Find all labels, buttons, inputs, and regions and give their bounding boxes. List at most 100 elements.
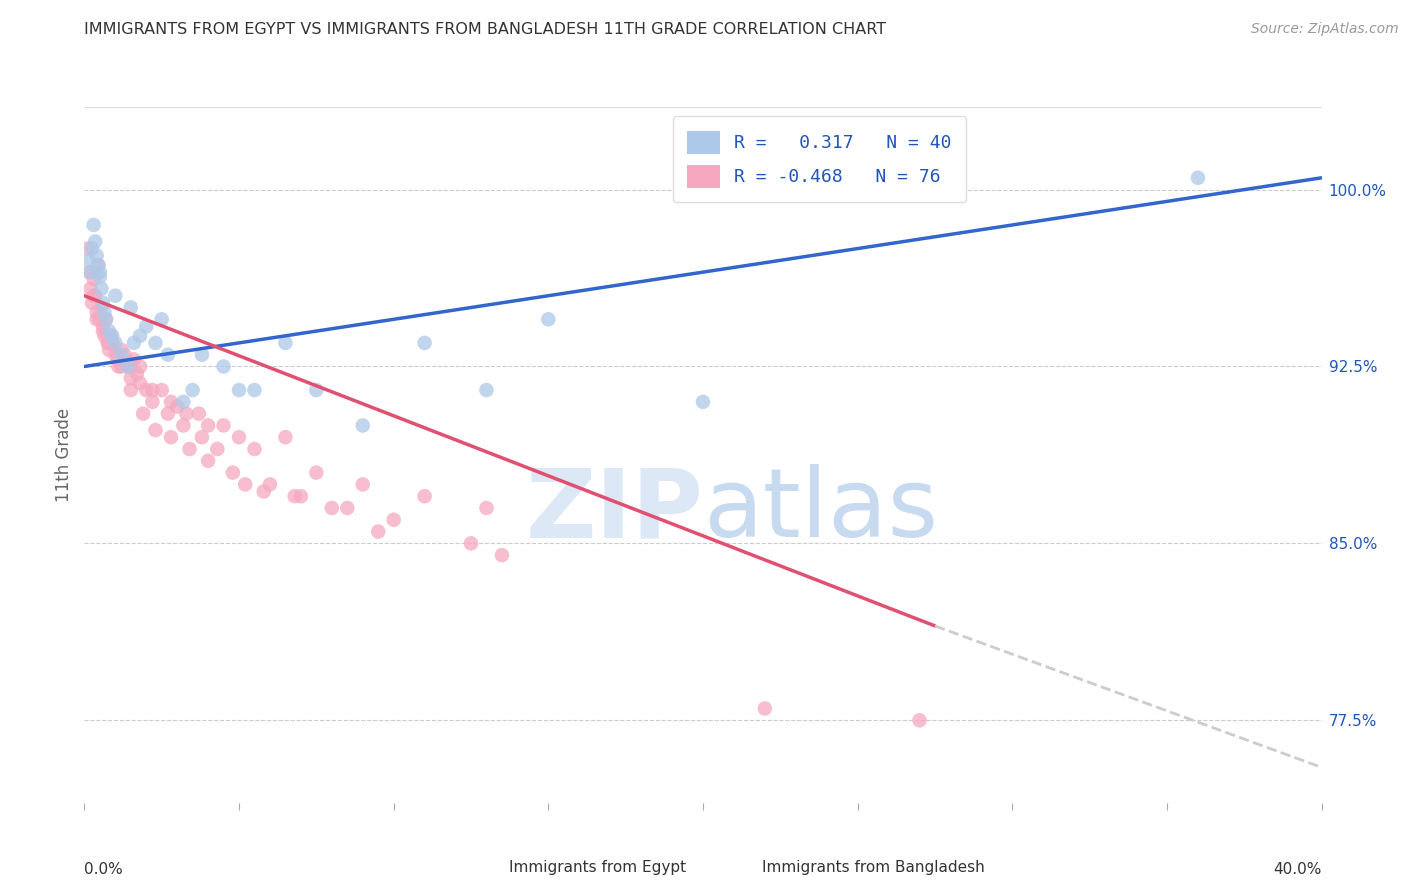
Point [233, 477, 256, 491]
Point [166, 400, 188, 414]
Point [692, 395, 714, 409]
Point [110, 348, 132, 362]
Point [172, 418, 194, 433]
Point [908, 713, 931, 727]
Point [89, 269, 111, 284]
Point [76, 242, 98, 256]
Point [94, 312, 117, 326]
Point [98, 324, 121, 338]
Point [91, 324, 114, 338]
Text: Immigrants from Bangladesh: Immigrants from Bangladesh [762, 861, 984, 875]
Point [135, 383, 157, 397]
Point [97, 335, 120, 350]
Y-axis label: 11th Grade: 11th Grade [55, 408, 73, 502]
Text: 0.0%: 0.0% [84, 863, 124, 877]
Point [122, 352, 145, 367]
Point [491, 548, 513, 562]
Point [141, 395, 163, 409]
Point [101, 335, 124, 350]
Point [145, 335, 167, 350]
Point [122, 335, 145, 350]
Point [212, 359, 235, 374]
Point [91, 319, 114, 334]
Point [191, 348, 214, 362]
Point [413, 335, 436, 350]
Point [207, 442, 229, 456]
Point [87, 258, 110, 272]
Point [91, 295, 114, 310]
Point [107, 352, 129, 367]
Point [104, 335, 127, 350]
Point [413, 489, 436, 503]
Point [160, 395, 183, 409]
Point [120, 371, 142, 385]
Point [110, 343, 132, 357]
Point [94, 312, 117, 326]
Point [83, 289, 105, 303]
Point [160, 430, 183, 444]
Point [84, 289, 107, 303]
Text: ZIP: ZIP [524, 464, 703, 558]
Point [141, 383, 163, 397]
Point [77, 265, 100, 279]
Point [228, 430, 250, 444]
Point [212, 418, 235, 433]
Point [104, 289, 127, 303]
Point [101, 328, 124, 343]
Point [82, 295, 104, 310]
Point [135, 319, 157, 334]
Point [129, 376, 152, 390]
Point [86, 312, 108, 326]
Legend: R =   0.317   N = 40, R = -0.468   N = 76: R = 0.317 N = 40, R = -0.468 N = 76 [673, 116, 966, 202]
Point [93, 328, 115, 343]
Point [475, 500, 498, 515]
Point [89, 312, 111, 326]
Point [181, 383, 204, 397]
Text: atlas: atlas [703, 464, 938, 558]
Point [754, 701, 776, 715]
Point [86, 249, 108, 263]
Point [79, 265, 101, 279]
Point [120, 383, 142, 397]
Point [93, 305, 115, 319]
Point [475, 383, 498, 397]
Point [352, 418, 374, 433]
Point [104, 348, 127, 362]
Point [187, 407, 209, 421]
Point [222, 466, 245, 480]
Point [132, 407, 155, 421]
Point [243, 383, 266, 397]
Point [129, 359, 152, 374]
Point [253, 484, 276, 499]
Point [179, 442, 201, 456]
Point [120, 359, 142, 374]
Point [197, 454, 219, 468]
Point [89, 265, 111, 279]
Point [197, 418, 219, 433]
Point [1187, 170, 1209, 185]
Point [86, 305, 108, 319]
Point [172, 395, 194, 409]
Point [305, 383, 328, 397]
Point [191, 430, 214, 444]
Text: Source: ZipAtlas.com: Source: ZipAtlas.com [1251, 22, 1399, 37]
Text: IMMIGRANTS FROM EGYPT VS IMMIGRANTS FROM BANGLADESH 11TH GRADE CORRELATION CHART: IMMIGRANTS FROM EGYPT VS IMMIGRANTS FROM… [84, 22, 887, 37]
Point [117, 359, 139, 374]
Text: Immigrants from Egypt: Immigrants from Egypt [509, 861, 686, 875]
Point [83, 218, 105, 232]
Point [114, 348, 136, 362]
Point [156, 407, 179, 421]
Point [101, 335, 124, 350]
Point [83, 272, 105, 286]
Point [176, 407, 198, 421]
Point [90, 301, 112, 315]
Point [460, 536, 482, 550]
Point [228, 383, 250, 397]
Point [107, 359, 129, 374]
Point [98, 335, 121, 350]
Point [87, 258, 110, 272]
Point [243, 442, 266, 456]
Point [274, 335, 297, 350]
Point [110, 359, 132, 374]
Point [82, 242, 104, 256]
